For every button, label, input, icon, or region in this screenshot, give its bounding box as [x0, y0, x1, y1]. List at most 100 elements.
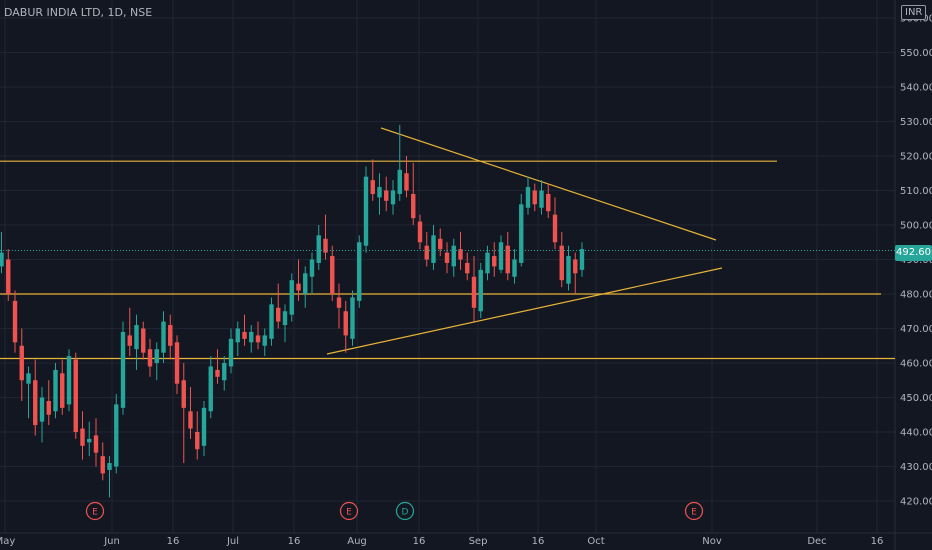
candle-body-down	[336, 297, 342, 308]
time-tick-label: Oct	[587, 536, 604, 547]
candle-body-up	[282, 311, 288, 326]
candle-body-down	[93, 435, 99, 453]
time-tick-label: Dec	[807, 536, 826, 547]
candle-body-up	[498, 242, 504, 270]
candle-body-up	[350, 297, 355, 339]
candle-body-up	[154, 349, 159, 363]
price-tick-label: 430.00	[900, 462, 932, 473]
last-price-tag: 492.60	[895, 245, 932, 261]
candle-body-up	[289, 280, 294, 315]
candle-body-up	[525, 187, 531, 208]
candle-body-down	[188, 411, 193, 429]
candle-body-up	[269, 304, 274, 339]
candle-body-down	[546, 193, 551, 212]
candle-body-down	[384, 190, 389, 201]
candle-body-down	[141, 328, 146, 353]
candle-body-up	[39, 397, 45, 422]
candle-body-down	[276, 307, 281, 322]
candle-body-up	[235, 328, 240, 343]
candle-body-down	[343, 311, 348, 336]
candle-body-down	[181, 380, 186, 408]
price-tick-label: 470.00	[900, 324, 932, 335]
candle-body-up	[228, 338, 234, 367]
candle-body-down	[255, 335, 261, 343]
candle-body-down	[100, 456, 105, 474]
candle-body-down	[12, 300, 18, 343]
price-tick-label: 420.00	[900, 497, 932, 508]
candle-body-up	[201, 407, 207, 446]
candle-body-down	[573, 259, 578, 274]
candle-body-down	[60, 373, 65, 408]
candle-body-down	[424, 245, 429, 260]
candle-body-down	[80, 428, 85, 446]
candle-body-down	[559, 245, 564, 281]
candle-body-down	[417, 221, 423, 243]
candle-body-down	[6, 259, 11, 294]
candle-body-up	[114, 404, 119, 467]
event-marker-label: E	[92, 508, 98, 518]
chart-title: DABUR INDIA LTD, 1D, NSE	[4, 6, 153, 19]
time-tick-label: 16	[413, 536, 426, 547]
candle-body-down	[174, 342, 180, 384]
time-axis[interactable]: May Jun 16 Jul 16 Aug 16 Sep 16 Oct Nov Dec 16	[0, 536, 883, 547]
currency-badge[interactable]: INR	[901, 5, 927, 20]
candle-body-up	[485, 252, 490, 274]
candle-body-up	[566, 256, 571, 284]
candle-body-up	[377, 187, 382, 198]
dividend-event-marker	[395, 501, 415, 521]
candle-body-down	[505, 245, 510, 274]
candle-body-up	[161, 321, 166, 353]
candle-body-up	[539, 190, 544, 208]
candle-body-up	[53, 369, 58, 412]
candle-body-down	[370, 180, 375, 194]
price-tick-label: 460.00	[900, 359, 932, 370]
trendline[interactable]	[326, 267, 723, 355]
price-tick-label: 530.00	[900, 117, 932, 128]
candle-body-down	[552, 214, 558, 243]
earnings-event-marker	[85, 501, 105, 521]
candle-body-down	[147, 349, 153, 367]
price-tick-label: 440.00	[900, 428, 932, 439]
price-tick-label: 540.00	[900, 83, 932, 94]
candle-body-down	[73, 359, 78, 432]
candle-body-up	[363, 176, 369, 246]
time-tick-label: 16	[532, 536, 545, 547]
candle-body-down	[215, 369, 220, 377]
candle-body-up	[66, 356, 72, 405]
candle-body-down	[444, 252, 450, 263]
event-marker-label: E	[346, 508, 352, 518]
event-marker-label: D	[402, 508, 409, 518]
candle-body-up	[390, 190, 396, 205]
candle-body-up	[120, 331, 126, 408]
candle-body-up	[316, 235, 321, 263]
time-tick-label: Sep	[469, 536, 488, 547]
price-tick-label: 550.00	[900, 48, 932, 59]
event-marker-label: E	[691, 508, 697, 518]
trendlines[interactable]	[326, 127, 723, 355]
candle-body-down	[33, 380, 38, 426]
candle-body-up	[357, 242, 362, 301]
candle-body-down	[465, 262, 470, 274]
candle-body-down	[492, 256, 497, 267]
time-tick-label: 16	[288, 536, 301, 547]
candle-body-up	[478, 269, 483, 312]
time-tick-label: Aug	[347, 536, 367, 547]
candle-body-down	[46, 400, 51, 415]
candle-body-up	[262, 335, 267, 346]
candle-body-down	[532, 190, 537, 205]
time-tick-label: Jun	[103, 536, 120, 547]
time-tick-label: 16	[871, 536, 884, 547]
candle-body-down	[404, 173, 409, 191]
candle-body-down	[438, 238, 443, 250]
candle-body-down	[323, 238, 328, 253]
candle-body-up	[579, 249, 585, 270]
candle-body-up	[208, 366, 213, 412]
candle-body-up	[303, 273, 308, 294]
candle-body-up	[309, 259, 315, 277]
price-tick-label: 450.00	[900, 393, 932, 404]
candle-body-down	[168, 325, 173, 346]
price-tick-label: 520.00	[900, 152, 932, 163]
